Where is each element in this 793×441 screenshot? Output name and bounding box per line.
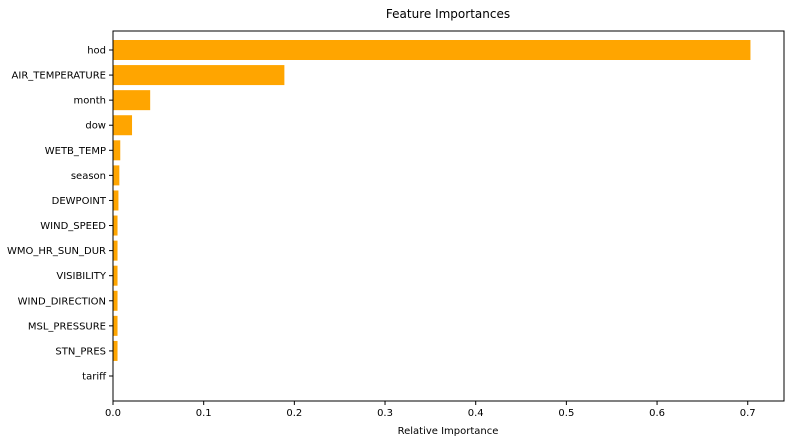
bar-season [113,165,120,186]
y-tick-label: dow [85,121,106,132]
y-tick-label: VISIBILITY [56,271,107,282]
bar-msl-pressure [113,315,118,336]
x-tick-label: 0.4 [468,408,484,419]
y-tick-label: hod [87,46,106,57]
y-tick-label: season [71,171,106,182]
bar-hod [113,40,751,60]
y-tick-label: MSL_PRESSURE [28,321,106,332]
x-tick-label: 0.1 [196,408,212,419]
y-tick-label: tariff [82,372,107,383]
x-tick-label: 0.3 [377,408,393,419]
y-tick-label: DEWPOINT [52,196,107,207]
x-axis-ticks: 0.0 0.1 0.2 0.3 0.4 0.5 0.6 0.7 [105,401,756,419]
y-tick-label: STN_PRES [55,346,106,357]
chart-title: Feature Importances [386,7,510,21]
x-tick-label: 0.7 [740,408,756,419]
bar-air-temperature [113,65,285,86]
y-tick-label: WETB_TEMP [45,146,106,157]
y-tick-label: WIND_DIRECTION [18,296,106,307]
y-tick-label: WIND_SPEED [40,221,106,232]
bar-wind-speed [113,215,118,236]
y-tick-label: month [74,96,106,107]
bar-visibility [113,265,118,286]
bar-stn-pres [113,340,118,361]
x-tick-label: 0.0 [105,408,121,419]
bar-wmo-hr-sun-dur [113,240,118,261]
x-tick-label: 0.5 [558,408,574,419]
bar-wetb-temp [113,140,121,161]
bar-dow [113,115,133,136]
bar-wind-direction [113,290,118,311]
y-tick-label: AIR_TEMPERATURE [12,71,106,82]
bar-month [113,90,151,111]
x-axis-title: Relative Importance [398,426,499,437]
x-tick-label: 0.6 [649,408,665,419]
bars-layer [113,40,751,361]
plot-frame [112,30,785,402]
x-tick-label: 0.2 [286,408,302,419]
y-tick-label: WMO_HR_SUN_DUR [7,246,106,257]
bar-dewpoint [113,190,119,211]
